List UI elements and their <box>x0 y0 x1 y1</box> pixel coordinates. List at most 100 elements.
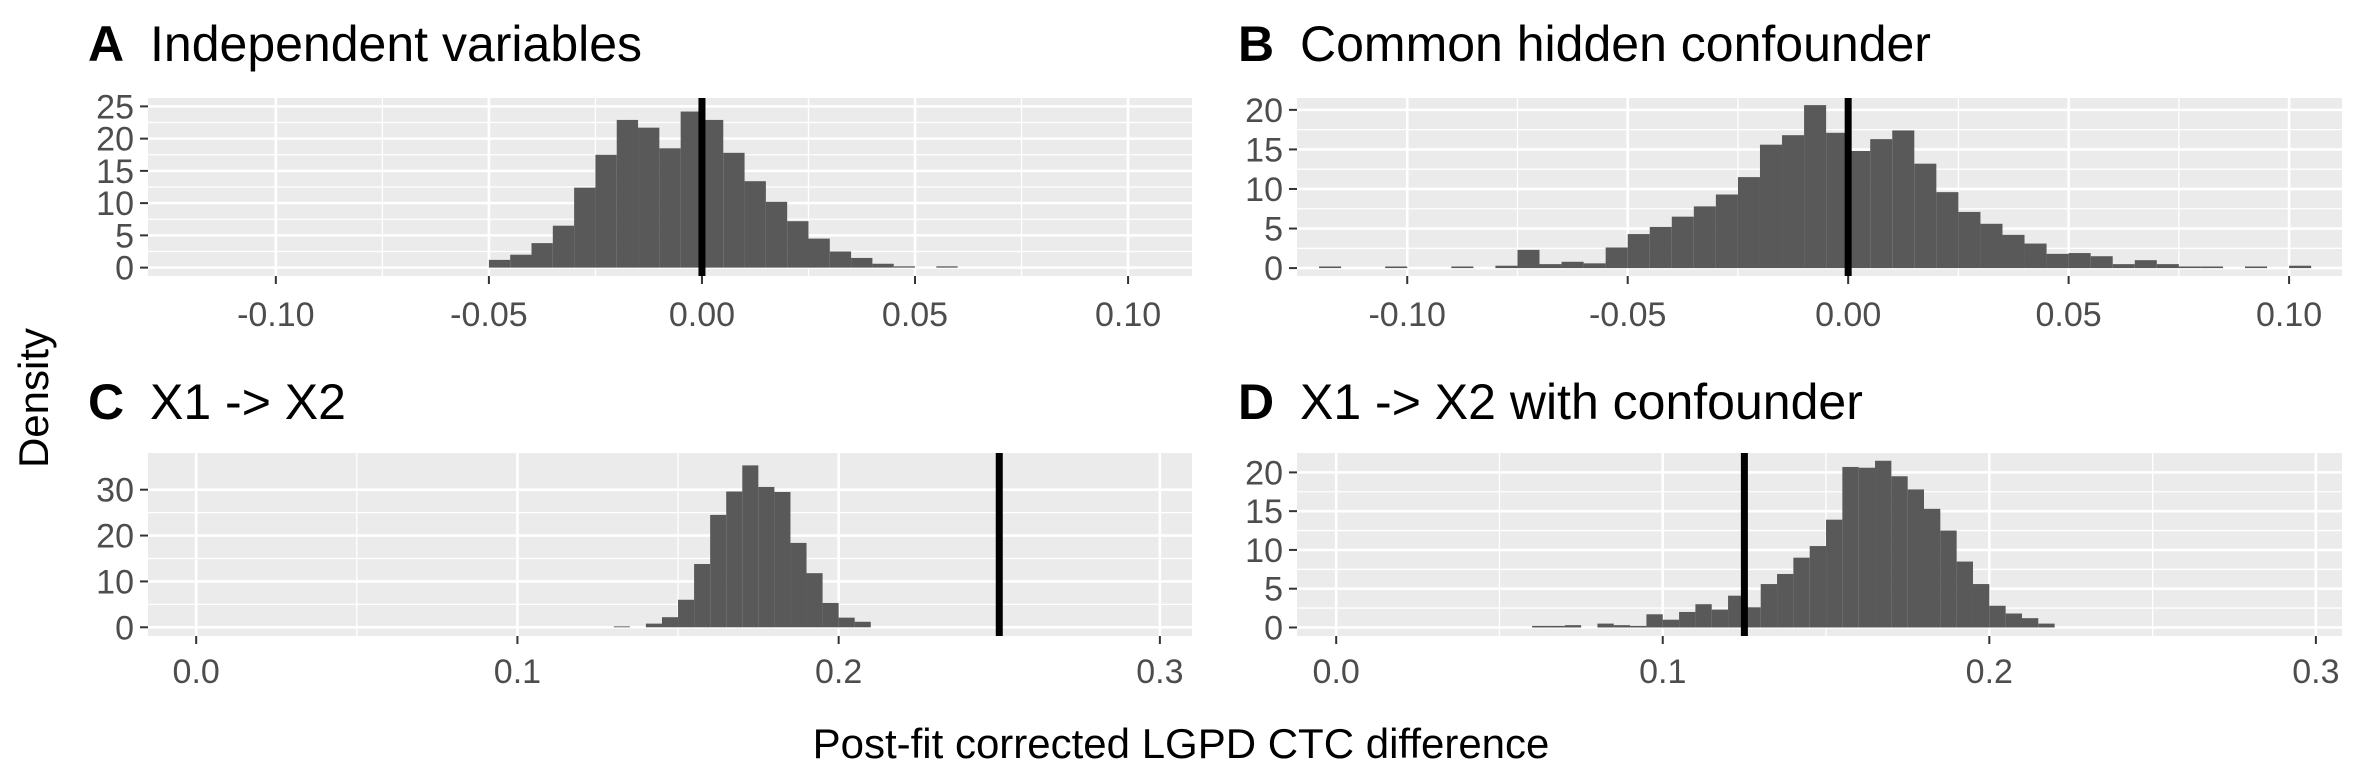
plot-area-c: 0.0 0.1 0.2 0.3 0 10 20 30 <box>96 453 1192 691</box>
histogram-bar <box>1693 206 1716 269</box>
y-tick-label: 5 <box>115 217 134 255</box>
histogram-bar <box>645 623 662 628</box>
histogram-bar <box>701 119 724 268</box>
histogram-bar <box>1737 177 1760 269</box>
histogram-bar <box>822 602 839 628</box>
y-tick-label: 20 <box>96 121 134 159</box>
histogram-bar <box>2244 266 2268 269</box>
histogram-bar <box>1548 625 1565 628</box>
y-tick-label: 20 <box>96 518 134 556</box>
histogram-bar <box>2021 618 2039 628</box>
histogram-bar <box>1956 561 1973 628</box>
histogram-bar <box>1627 234 1650 269</box>
x-tick-label: 0.2 <box>1966 653 2013 691</box>
histogram-bar <box>488 259 511 268</box>
panel-d: D X1 -> X2 with confounder 0.0 0.1 0.2 0.30… <box>1238 374 2342 691</box>
x-tick-label: 0.3 <box>2292 653 2339 691</box>
histogram-bar <box>723 152 745 268</box>
histogram-bar <box>659 148 681 268</box>
histogram-bar <box>710 514 727 628</box>
panel-letter-b: B <box>1238 16 1274 72</box>
histogram-bar <box>1561 261 1584 269</box>
x-tick-label: 0.05 <box>2036 296 2102 334</box>
histogram-bar <box>616 119 639 268</box>
histogram-bar <box>694 563 711 628</box>
histogram-bar <box>1583 263 1606 269</box>
y-tick-label: 15 <box>1245 493 1283 531</box>
histogram-bar <box>1517 249 1540 269</box>
histogram-bar <box>1646 614 1663 628</box>
histogram-bar <box>638 127 660 268</box>
histogram-bar <box>872 263 894 268</box>
histogram-bar <box>1613 625 1631 628</box>
histogram-bar <box>1848 151 1871 269</box>
x-tick-label: 0.1 <box>1639 653 1686 691</box>
x-tick-label: 0.10 <box>2256 296 2322 334</box>
y-axis-title: Density <box>10 328 57 468</box>
histogram-bar <box>1744 607 1761 628</box>
histogram-bar <box>787 221 809 268</box>
histogram-bar <box>1597 623 1614 628</box>
panel-c: C X1 -> X2 0.0 0.1 0.2 0.3 0 10 20 30 <box>88 374 1192 691</box>
histogram-bar <box>838 617 855 628</box>
histogram-bar <box>854 621 871 628</box>
histogram-bar <box>1914 163 1937 269</box>
histogram-bar <box>1940 530 1957 628</box>
histogram-bar <box>574 187 596 268</box>
histogram-bar <box>1924 508 1941 628</box>
histogram-bar <box>680 111 702 268</box>
histogram-bar <box>790 542 807 628</box>
panel-title-b: Common hidden confounder <box>1300 16 1931 72</box>
histogram-bar <box>808 238 830 268</box>
histogram-bar <box>893 266 916 268</box>
histogram-bar <box>2156 264 2179 269</box>
x-tick-label: 0.0 <box>173 653 220 691</box>
histogram-bar <box>1989 605 2006 628</box>
histogram-bar <box>1319 266 1342 269</box>
histogram-bar <box>1679 611 1696 628</box>
histogram-bar <box>2046 253 2069 269</box>
histogram-bar <box>1495 265 1518 269</box>
y-tick-label: 15 <box>96 153 134 191</box>
y-tick-label: 20 <box>1245 92 1283 130</box>
x-tick-label: -0.10 <box>1368 296 1446 334</box>
y-tick-label: 10 <box>96 563 134 601</box>
histogram-bar <box>531 243 553 268</box>
histogram-bar <box>765 201 788 268</box>
histogram-bar <box>1539 264 1562 269</box>
histogram-bar <box>1777 573 1794 628</box>
histogram-bar <box>1892 130 1915 269</box>
x-tick-label: -0.10 <box>237 296 315 334</box>
x-tick-label: 0.0 <box>1313 653 1360 691</box>
panel-b: B Common hidden confounder -0.10 -0.05 0.0… <box>1238 16 2342 334</box>
panel-letter-c: C <box>88 374 124 430</box>
histogram-bar <box>1972 584 1990 628</box>
x-tick-label: 0.3 <box>1136 653 1183 691</box>
histogram-bar <box>1728 595 1745 628</box>
histogram-bar <box>1649 226 1672 269</box>
x-tick-label: -0.05 <box>450 296 528 334</box>
histogram-bar <box>742 465 759 628</box>
histogram-bar <box>510 254 532 268</box>
histogram-bar <box>936 266 958 268</box>
histogram-bar <box>1782 135 1805 269</box>
histogram-bar <box>1662 619 1680 628</box>
histogram-bar <box>806 573 823 628</box>
x-tick-label: 0.2 <box>815 653 862 691</box>
histogram-bar <box>1870 139 1893 269</box>
histogram-bar <box>595 154 617 268</box>
y-tick-label: 0 <box>115 250 134 288</box>
histogram-bar <box>2289 265 2312 269</box>
histogram-bar <box>2024 243 2047 269</box>
histogram-bar <box>2090 256 2113 269</box>
histogram-bar <box>661 617 679 628</box>
histogram-bar <box>2038 623 2055 628</box>
histogram-bar <box>1875 460 1892 628</box>
histogram-bar <box>1671 216 1694 269</box>
y-tick-label: 30 <box>96 472 134 510</box>
histogram-bar <box>1826 519 1843 628</box>
histogram-bar <box>1809 546 1827 628</box>
x-tick-label: 0.10 <box>1095 296 1161 334</box>
